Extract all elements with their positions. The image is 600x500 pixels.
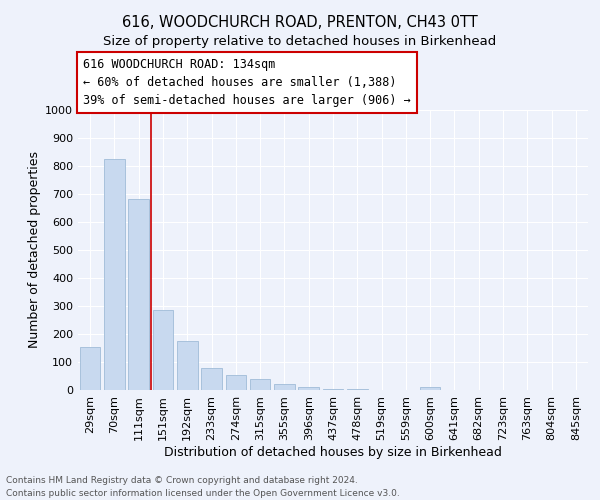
Bar	[274, 384, 295, 390]
Y-axis label: Number of detached properties: Number of detached properties	[28, 152, 41, 348]
Bar	[80, 348, 100, 390]
Bar	[177, 341, 197, 390]
Bar	[250, 378, 271, 390]
Bar	[347, 388, 368, 390]
Text: 616 WOODCHURCH ROAD: 134sqm
← 60% of detached houses are smaller (1,388)
39% of : 616 WOODCHURCH ROAD: 134sqm ← 60% of det…	[83, 58, 411, 107]
Bar	[128, 200, 149, 390]
Bar	[201, 368, 222, 390]
Bar	[420, 388, 440, 390]
Bar	[104, 160, 125, 390]
Bar	[323, 388, 343, 390]
Text: Size of property relative to detached houses in Birkenhead: Size of property relative to detached ho…	[103, 35, 497, 48]
Bar	[152, 310, 173, 390]
Bar	[298, 386, 319, 390]
X-axis label: Distribution of detached houses by size in Birkenhead: Distribution of detached houses by size …	[164, 446, 502, 458]
Bar	[226, 375, 246, 390]
Text: 616, WOODCHURCH ROAD, PRENTON, CH43 0TT: 616, WOODCHURCH ROAD, PRENTON, CH43 0TT	[122, 15, 478, 30]
Text: Contains HM Land Registry data © Crown copyright and database right 2024.
Contai: Contains HM Land Registry data © Crown c…	[6, 476, 400, 498]
